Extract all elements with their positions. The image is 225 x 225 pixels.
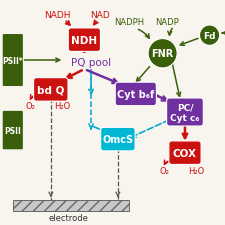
Text: PSII: PSII xyxy=(4,126,21,135)
Circle shape xyxy=(147,39,176,69)
FancyBboxPatch shape xyxy=(68,29,100,52)
Bar xyxy=(13,200,128,212)
Text: NADPH: NADPH xyxy=(113,18,144,27)
FancyBboxPatch shape xyxy=(168,141,200,165)
Text: NADH: NADH xyxy=(44,11,70,20)
Text: bd Q: bd Q xyxy=(37,85,64,95)
Text: H₂O: H₂O xyxy=(187,166,203,176)
Circle shape xyxy=(199,26,219,46)
Text: H₂O: H₂O xyxy=(54,101,70,110)
FancyBboxPatch shape xyxy=(115,83,156,106)
Text: PSII*: PSII* xyxy=(2,56,23,65)
Text: O₂: O₂ xyxy=(159,166,169,176)
FancyBboxPatch shape xyxy=(34,78,68,102)
Text: Cyt b₆f: Cyt b₆f xyxy=(117,90,154,99)
FancyBboxPatch shape xyxy=(3,35,23,87)
FancyBboxPatch shape xyxy=(166,99,202,126)
Text: Fd: Fd xyxy=(202,32,215,40)
FancyBboxPatch shape xyxy=(3,111,23,150)
FancyBboxPatch shape xyxy=(100,128,135,151)
Text: COX: COX xyxy=(172,148,196,158)
Text: OmcS: OmcS xyxy=(102,135,133,144)
Text: NADP: NADP xyxy=(155,18,178,27)
Text: O₂: O₂ xyxy=(26,101,36,110)
Text: PQ pool: PQ pool xyxy=(71,58,111,68)
Text: PC/
Cyt c₆: PC/ Cyt c₆ xyxy=(169,103,199,122)
Text: electrode: electrode xyxy=(49,213,88,222)
Text: FNR: FNR xyxy=(151,49,173,59)
Text: NAD: NAD xyxy=(90,11,109,20)
Text: NDH: NDH xyxy=(71,36,97,45)
